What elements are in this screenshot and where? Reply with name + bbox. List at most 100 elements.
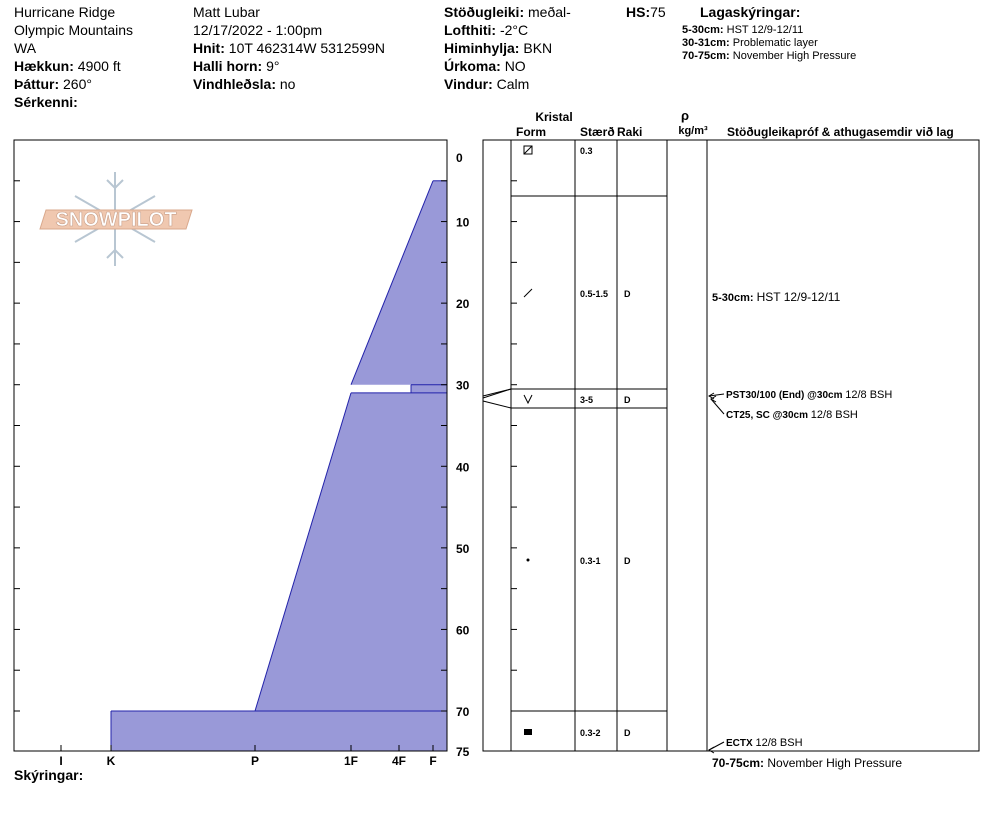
layer-notes-title: Lagaskýringar:: [700, 4, 801, 20]
icon-slash: [523, 288, 533, 298]
depth-tick-label: 10: [456, 216, 470, 230]
stability-label: Stöðugleiki:: [444, 4, 525, 20]
arrow-icon: [710, 395, 717, 403]
hardness-layer: [111, 711, 447, 751]
icon-dot: [526, 558, 530, 562]
coordinates: Hnit: 10T 462314W 5312599N: [193, 39, 385, 57]
hardness-layer: [255, 392, 447, 711]
observer: Matt Lubar: [193, 4, 260, 20]
test-pointer: [710, 398, 725, 415]
wind: Vindur: Calm: [444, 75, 529, 93]
stability-test: PST30/100 (End) @30cm 12/8 BSH: [726, 389, 892, 401]
layer-comment: 5-30cm: HST 12/9-12/11: [712, 290, 841, 304]
test-note: 12/8 BSH: [845, 389, 892, 401]
sky-label: Himinhylja:: [444, 40, 520, 56]
hardness-tick-label: 1F: [344, 754, 358, 768]
layer-table: [482, 139, 980, 752]
slope-label: Halli horn:: [193, 58, 263, 74]
bottom-note-range: 70-75cm:: [712, 756, 765, 770]
sky-value: BKN: [523, 40, 553, 56]
layer-note-text: November High Pressure: [732, 50, 857, 62]
hardness-tick-label: 4F: [392, 754, 406, 768]
wind-loading-value: no: [279, 76, 296, 92]
test-pointer: [708, 393, 725, 397]
depth-tick-label: 0: [456, 151, 463, 165]
aspect-value: 260°: [63, 76, 92, 92]
layer-connector: [482, 400, 512, 409]
icon-v: [523, 394, 533, 405]
sky-cover: Himinhylja: BKN: [444, 39, 552, 57]
layer-note-range: 5-30cm:: [682, 24, 724, 36]
precipitation-particles-icon: [523, 288, 533, 298]
slope-value: 9°: [266, 58, 280, 74]
layer-size: 0.3-1: [580, 556, 601, 566]
rounded-grains-icon: [526, 558, 530, 562]
slope: Halli horn: 9°: [193, 57, 280, 75]
header-tests: Stöðugleikapróf & athugasemdir við lag: [727, 125, 954, 139]
wind-loading-label: Vindhleðsla:: [193, 76, 276, 92]
depth-tick-label: 70: [456, 705, 470, 719]
wind-value: Calm: [496, 76, 530, 92]
coords-value: 10T 462314W 5312599N: [228, 40, 385, 56]
layer-rows: 0.3 0.5-1.5 D 3-5 D 0.3-1 D 0.3-2 D: [482, 145, 667, 738]
wind-label: Vindur:: [444, 76, 493, 92]
depth-tick-label: 30: [456, 379, 470, 393]
icon-box: [523, 145, 533, 155]
icon-block: [524, 729, 532, 735]
layer-note-range: 70-75cm:: [682, 50, 730, 62]
header-density-unit: kg/m³: [678, 125, 708, 137]
stability-test: ECTX 12/8 BSH: [726, 737, 803, 749]
test-note: 12/8 BSH: [755, 737, 802, 749]
layer-size: 0.5-1.5: [580, 289, 608, 299]
icon-slash: [523, 145, 533, 155]
header-moisture: Raki: [617, 125, 642, 139]
hardness-layer-edge: [350, 180, 434, 385]
hardness-layer-edge: [254, 392, 352, 712]
arrow-icon: [708, 746, 715, 754]
aspect-label: Þáttur:: [14, 76, 60, 92]
layer-note-3: 70-75cm: November High Pressure: [682, 50, 856, 63]
depth-tick-label: 50: [456, 542, 470, 556]
stability-value: meðal-: [528, 4, 571, 20]
layer-size: 0.3: [580, 146, 593, 156]
layer-size: 0.3-2: [580, 728, 601, 738]
hardness-tick-label: P: [251, 754, 259, 768]
stability-test: CT25, SC @30cm 12/8 BSH: [726, 409, 858, 421]
elevation-label: Hækkun:: [14, 58, 74, 74]
coords-label: Hnit:: [193, 40, 225, 56]
stability: Stöðugleiki: meðal-: [444, 3, 571, 21]
logo-text: SNOWPILOT: [55, 209, 176, 231]
melt-forms-icon: [524, 729, 532, 735]
hardness-profile: [110, 180, 447, 751]
stability-tests: 5-30cm: HST 12/9-12/11 PST30/100 (End) @3…: [708, 290, 892, 754]
header-form: Form: [516, 125, 546, 139]
depth-hoar-icon: [523, 394, 533, 405]
header-crystal: Kristal: [535, 110, 572, 124]
layer-moisture: D: [624, 728, 631, 738]
state: WA: [14, 40, 37, 56]
test-note: 12/8 BSH: [811, 409, 858, 421]
location: Hurricane Ridge: [14, 4, 116, 20]
layer-note-text: Problematic layer: [732, 37, 818, 49]
hs-value: 75: [650, 4, 666, 20]
layer-comment-range: 5-30cm:: [712, 292, 757, 304]
air-temp-label: Lofthiti:: [444, 22, 497, 38]
layer-size: 3-5: [580, 395, 593, 405]
features-label: Sérkenni:: [14, 94, 78, 110]
layer-note-text: HST 12/9-12/11: [726, 24, 804, 36]
aspect: Þáttur: 260°: [14, 75, 92, 93]
hardness-tick-label: I: [59, 754, 62, 768]
layer-moisture: D: [624, 395, 631, 405]
layer-table-frame: [482, 139, 980, 752]
bottom-note-text: November High Pressure: [767, 756, 903, 770]
depth-tick-label: 20: [456, 297, 470, 311]
depth-tick-label: 60: [456, 623, 470, 637]
depth-tick-label: 40: [456, 460, 470, 474]
elevation: Hækkun: 4900 ft: [14, 57, 121, 75]
wind-loading: Vindhleðsla: no: [193, 75, 295, 93]
hardness-axis: I K P 1F 4F F: [59, 754, 436, 768]
decomposing-fragments-icon: [523, 145, 533, 155]
layer-moisture: D: [624, 289, 631, 299]
test-code: PST30/100 (End) @30cm: [726, 390, 845, 401]
